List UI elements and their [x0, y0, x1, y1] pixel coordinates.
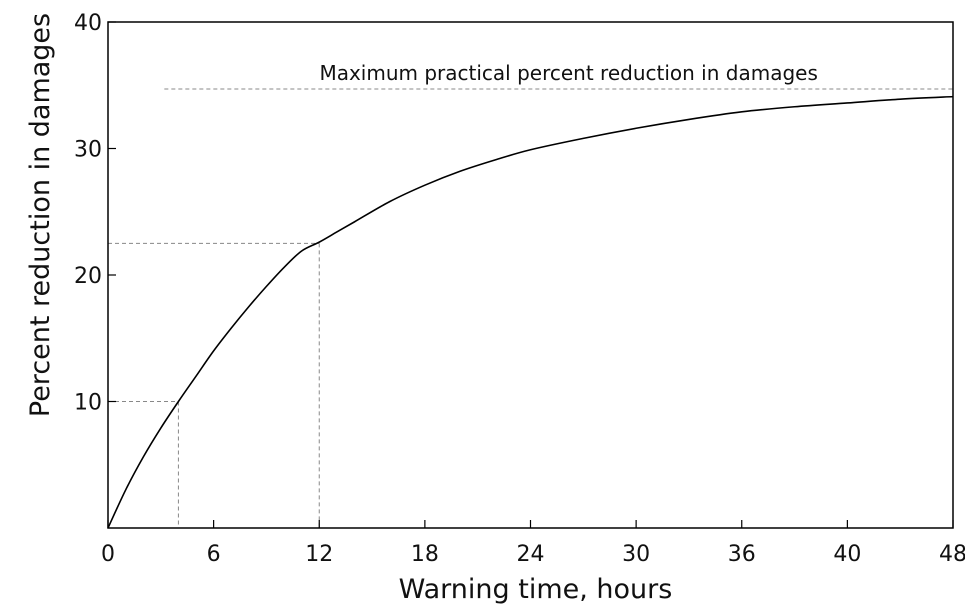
max-reduction-annotation: Maximum practical percent reduction in d… [319, 61, 817, 85]
x-tick-label: 36 [728, 542, 756, 567]
x-tick-label: 24 [517, 542, 545, 567]
y-axis: 10 20 30 40 [74, 11, 116, 416]
x-tick-label: 40 [833, 542, 861, 567]
x-tick-label: 48 [939, 542, 965, 567]
series-line [107, 95, 954, 529]
x-tick-label: 0 [101, 542, 115, 567]
x-tick-label: 12 [305, 542, 333, 567]
x-axis: 0 6 12 18 24 30 36 40 48 [101, 520, 965, 567]
plot-frame [107, 21, 954, 529]
x-tick-label: 6 [207, 542, 221, 567]
y-axis-title: Percent reduction in damages [25, 13, 56, 417]
reference-lines [108, 88, 953, 528]
x-tick-label: 30 [622, 542, 650, 567]
y-tick-label: 20 [74, 264, 102, 289]
y-tick-label: 30 [74, 138, 102, 163]
x-axis-title: Warning time, hours [399, 574, 673, 605]
x-tick-label: 18 [411, 542, 439, 567]
y-tick-label: 10 [74, 391, 102, 416]
y-tick-label: 40 [74, 11, 102, 36]
